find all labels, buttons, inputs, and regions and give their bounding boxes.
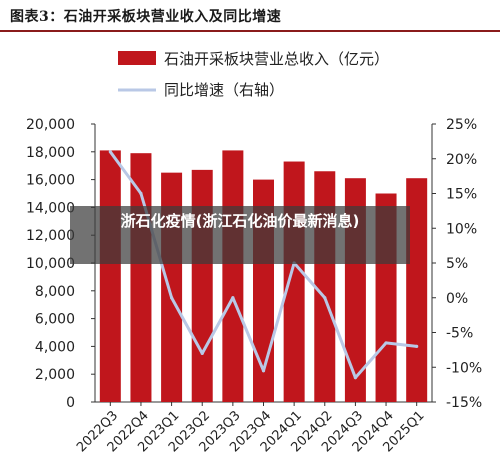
left-tick-label: 10,000 (26, 256, 75, 272)
watermark-overlay (70, 206, 410, 264)
right-tick-label: 15% (446, 187, 477, 203)
growth-point (108, 150, 112, 154)
growth-point (415, 344, 419, 348)
right-tick-label: -5% (446, 326, 473, 342)
watermark-text: 浙石化疫情(浙江石化油价最新消息) (120, 212, 360, 230)
chart-title: 图表3：石油开采板块营业收入及同比增速 (10, 9, 282, 25)
growth-point (384, 341, 388, 345)
legend-line-label: 同比增速（右轴） (164, 81, 284, 99)
legend-bar-swatch (118, 51, 156, 65)
revenue-bar (130, 153, 152, 402)
left-tick-label: 18,000 (26, 145, 75, 161)
left-tick-label: 4,000 (35, 339, 75, 355)
left-tick-label: 8,000 (35, 284, 75, 300)
left-tick-label: 20,000 (26, 117, 75, 133)
right-tick-label: 0% (446, 291, 468, 307)
left-tick-label: 14,000 (26, 200, 75, 216)
revenue-bar (283, 161, 305, 402)
revenue-bar (191, 169, 213, 402)
left-tick-label: 12,000 (26, 228, 75, 244)
legend-bar-label: 石油开采板块营业总收入（亿元） (164, 50, 389, 68)
title-rule (0, 30, 500, 32)
right-tick-label: 20% (446, 152, 477, 168)
growth-point (353, 376, 358, 380)
revenue-bar (99, 150, 121, 402)
left-tick-label: 2,000 (35, 367, 75, 383)
right-tick-label: 5% (446, 256, 468, 272)
right-tick-label: -10% (446, 360, 482, 376)
growth-point (200, 351, 204, 355)
growth-point (231, 296, 235, 300)
revenue-bar (222, 150, 244, 402)
left-tick-label: 16,000 (26, 173, 75, 189)
growth-point (169, 296, 174, 300)
growth-point (323, 296, 327, 300)
left-tick-label: 6,000 (35, 312, 75, 328)
right-tick-label: 25% (446, 117, 477, 133)
right-tick-label: 10% (446, 221, 477, 237)
growth-point (139, 191, 143, 196)
chart-header: 图表3：石油开采板块营业收入及同比增速 (0, 0, 500, 32)
growth-point (261, 369, 266, 373)
right-tick-label: -15% (446, 395, 482, 411)
left-tick-label: 0 (66, 395, 75, 411)
